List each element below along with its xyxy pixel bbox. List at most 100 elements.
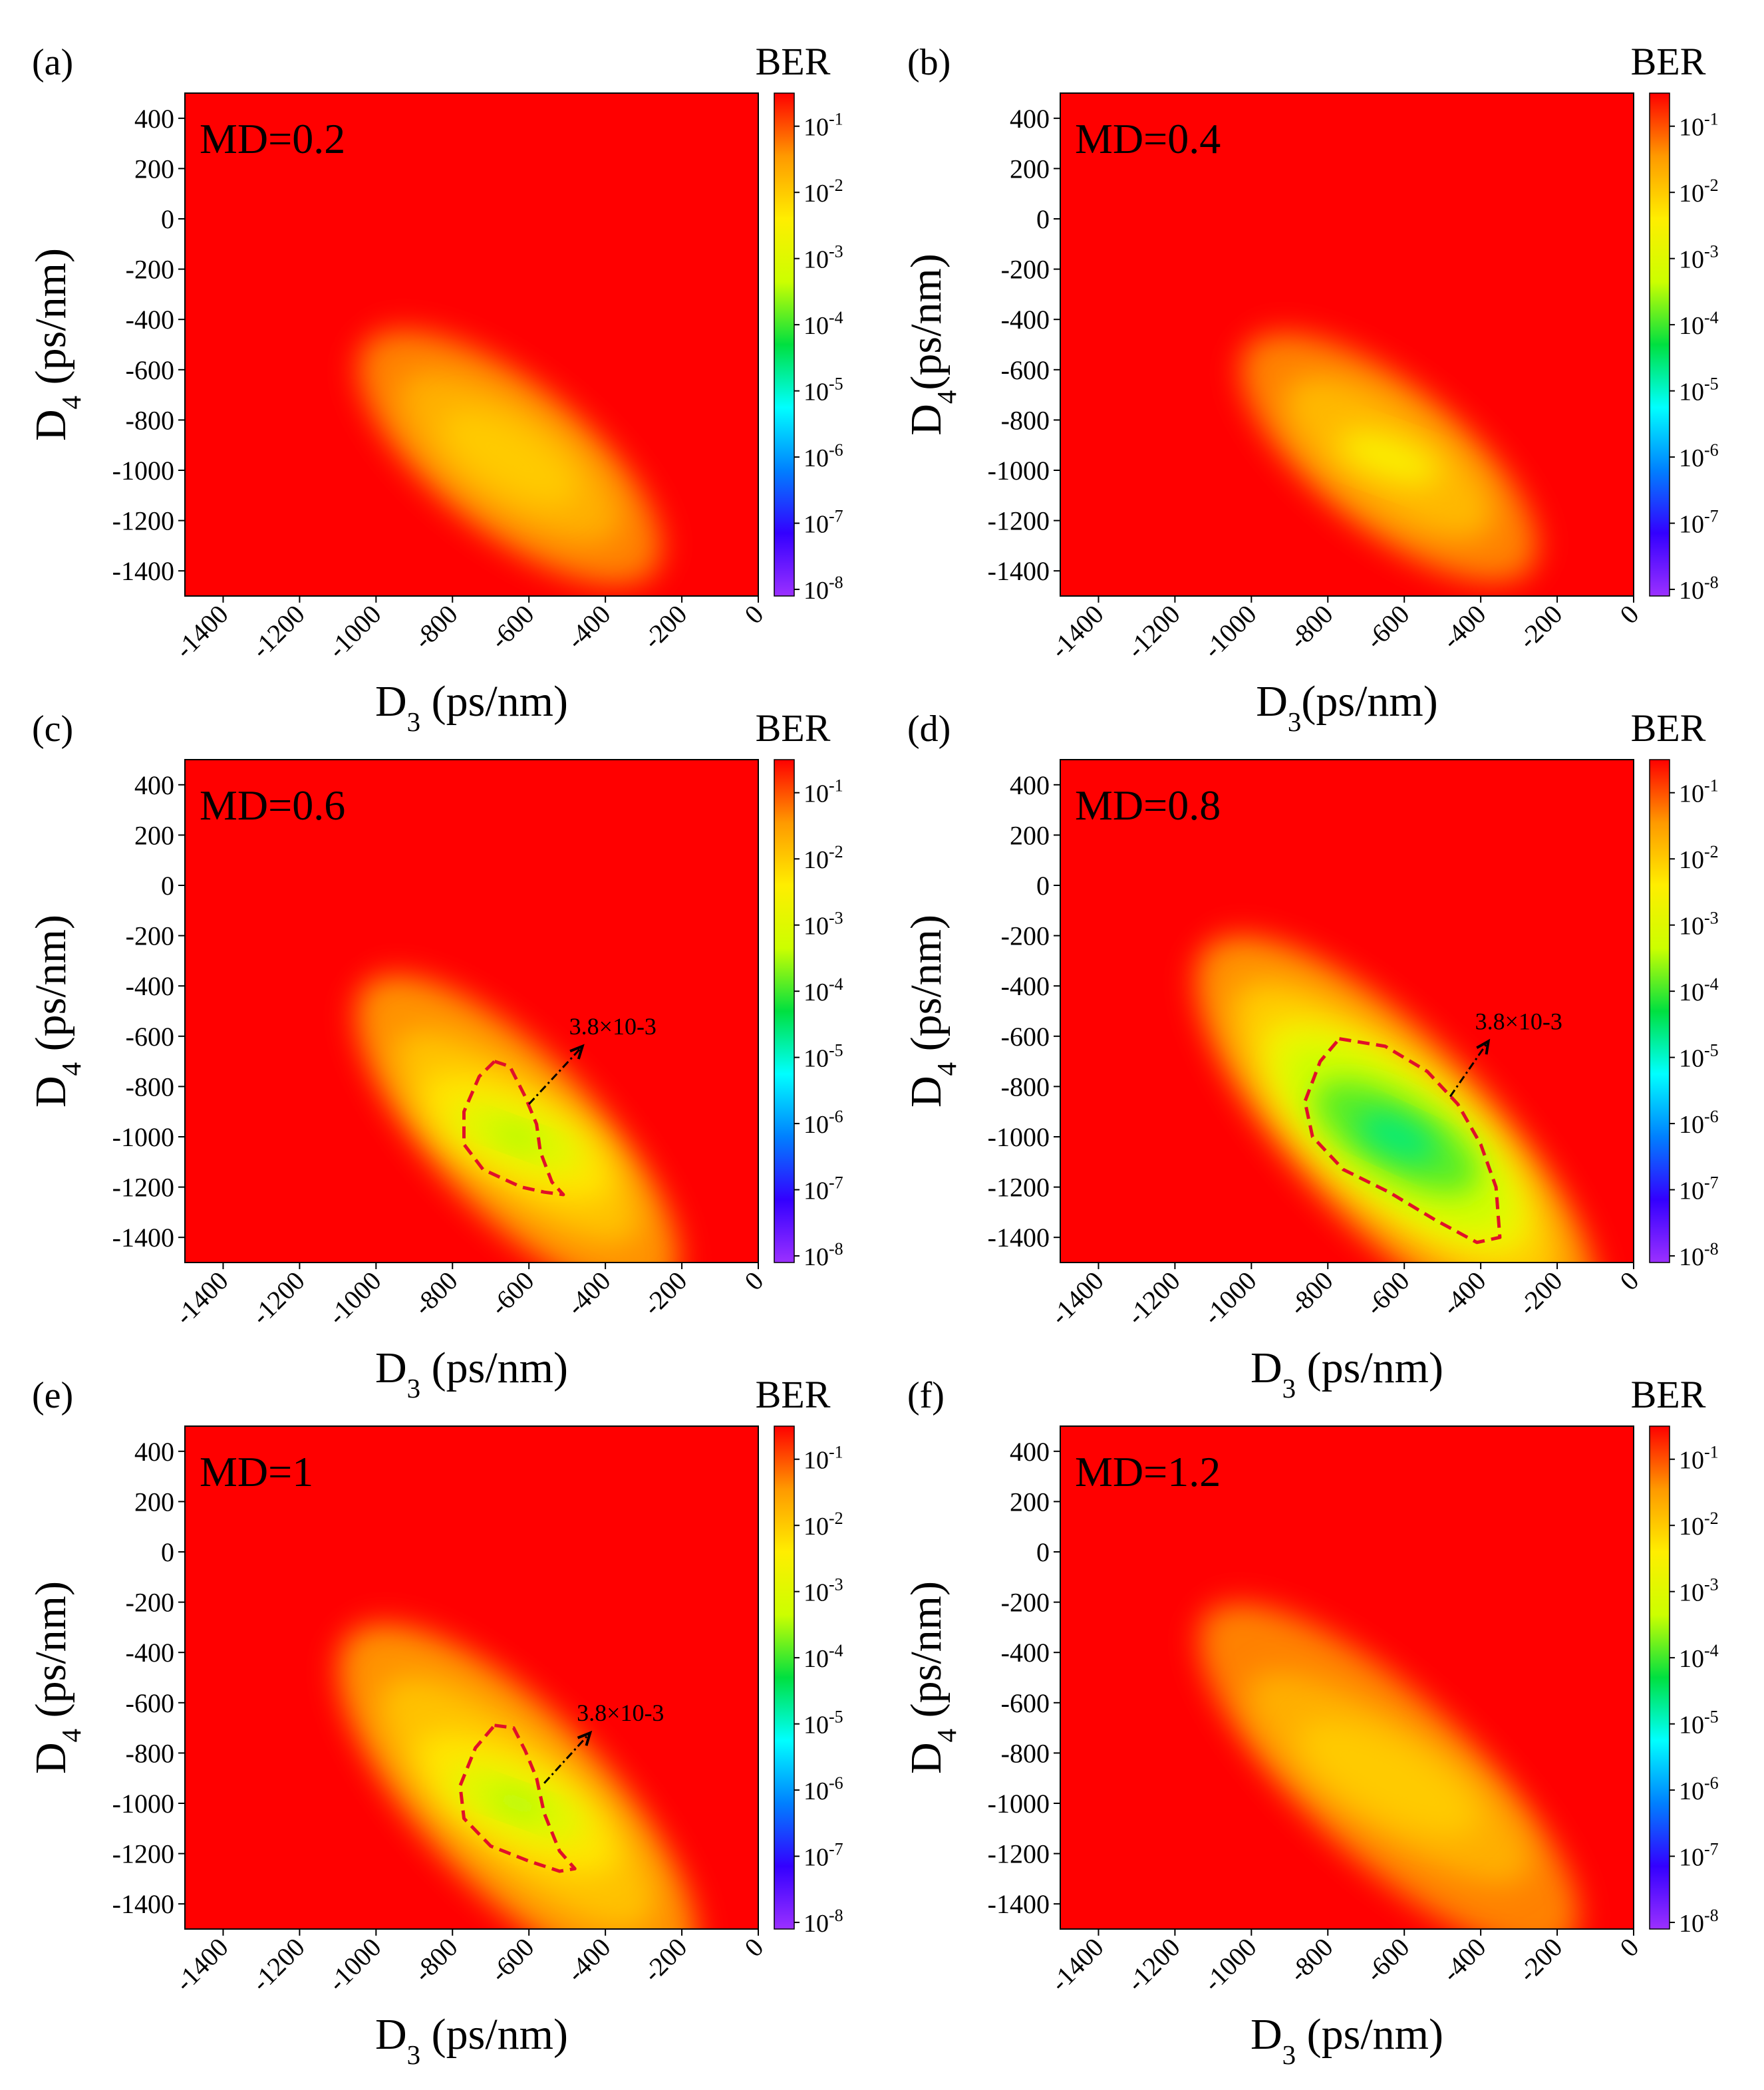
plot-frame [184,92,759,597]
colorbar [774,759,795,1263]
y-tick-label: -1000 [112,456,174,486]
colorbar-tick-label: 10-4 [1679,974,1719,1006]
y-tick-label: -1400 [988,556,1050,586]
colorbar-tick-label: 10-1 [804,110,843,142]
y-tick-label: -600 [1001,355,1050,385]
heatmap-background [1060,93,1634,596]
x-tick-label: -1400 [1044,1932,1109,1998]
colorbar [1649,92,1670,597]
plot-frame [1060,1425,1634,1930]
colorbar-tick-label: 10-4 [804,308,843,340]
y-axis-label: D4 (ps/nm) [902,1581,962,1774]
y-tick-label: -800 [126,405,174,435]
y-tick-label: -200 [1001,1588,1050,1618]
y-tick-label: -600 [1001,1688,1050,1718]
colorbar-tick-label: 10-7 [804,1840,843,1872]
y-tick-label: 200 [1010,1487,1050,1517]
colorbar-tick-label: 10-5 [804,1708,843,1739]
x-tick-label: -600 [1360,1266,1415,1322]
y-tick-label: -1200 [112,1839,174,1869]
x-tick-label: -400 [561,599,617,655]
colorbar-tick-label: 10-3 [1679,1575,1719,1607]
colorbar-tick-label: 10-3 [804,1575,843,1607]
x-axis-label: D3 (ps/nm) [375,1344,568,1404]
colorbar [774,1425,795,1930]
heatmap-region [1299,1721,1479,1836]
contour-arrow-head [577,1730,593,1746]
y-tick-label: -1400 [112,1889,174,1919]
x-tick-label: -200 [1513,1266,1568,1322]
x-tick-label: -1400 [1044,1266,1109,1331]
y-tick-label: 0 [1036,204,1050,234]
colorbar [1649,759,1670,1263]
colorbar-tick-label: 10-8 [1679,573,1719,605]
colorbar-tick-label: 10-2 [1679,176,1719,208]
heatmap-region [488,1788,547,1819]
x-tick-label: -400 [1436,1932,1492,1988]
colorbar-tick-label: 10-5 [1679,1041,1719,1073]
colorbar-tick-label: 10-6 [804,1107,843,1139]
heatmap-region [441,410,578,506]
heatmap-region [1358,1113,1436,1161]
y-tick-label: -1200 [112,506,174,536]
panel-label: (f) [907,1375,945,1416]
x-tick-label: -400 [561,1932,617,1988]
y-tick-label: -1200 [112,1173,174,1203]
x-tick-label: -800 [1283,599,1339,655]
colorbar-title: BER [1631,1373,1706,1416]
colorbar-title: BER [1631,40,1706,83]
contour-level-label: 3.8×10-3 [569,1013,657,1040]
md-label: MD=1.2 [1075,1448,1221,1495]
y-axis-label: D4 (ps/nm) [27,915,86,1108]
panel-a: MD=0.2(a)4002000-200-400-600-800-1000-12… [27,40,843,737]
panel-label: (b) [907,42,951,83]
y-tick-label: 400 [134,104,174,134]
x-tick-label: -800 [1283,1266,1339,1322]
x-tick-label: -600 [1360,599,1415,655]
x-tick-label: 0 [1614,1932,1644,1963]
colorbar-title: BER [756,706,831,750]
heatmap-regions [358,330,662,585]
contour-level-label: 3.8×10-3 [577,1700,664,1726]
y-tick-label: 200 [1010,820,1050,850]
colorbar-title: BER [756,40,831,83]
md-label: MD=1 [200,1448,313,1495]
colorbar-tick-label: 10-4 [1679,308,1719,340]
y-tick-label: -200 [126,255,174,285]
colorbar-tick-label: 10-2 [804,1509,843,1541]
colorbar-tick-label: 10-5 [1679,1708,1719,1739]
y-axis-label: D4 (ps/nm) [27,1581,86,1774]
colorbar-tick-label: 10-8 [804,1239,843,1271]
y-tick-label: -400 [1001,971,1050,1001]
panel-c: 3.8×10-3 MD=0.6 (c) 400 200 0 -200 -400 -600 -800… [27,706,843,1404]
y-tick-label: -1400 [988,1223,1050,1253]
y-tick-label: -1400 [112,556,174,586]
colorbar [774,92,795,597]
panel-f: MD=1.2(f)4002000-200-400-600-800-1000-12… [902,1373,1719,2070]
colorbar-tick-label: 10-1 [1679,776,1719,808]
colorbar-tick-label: 10-5 [804,1041,843,1073]
x-tick-label: -600 [484,599,540,655]
colorbar-tick-label: 10-2 [804,176,843,208]
y-tick-label: -800 [126,1072,174,1102]
x-tick-label: -200 [1513,1932,1568,1988]
y-tick-label: -200 [126,921,174,951]
x-tick-label: -1400 [169,599,234,665]
contour-arrow-head [569,1044,585,1060]
y-tick-label: 0 [161,204,174,234]
colorbar-tick-label: 10-7 [804,1173,843,1205]
contour-level-label: 3.8×10-3 [1475,1008,1562,1034]
x-axis-label: D3 (ps/nm) [375,2010,568,2070]
y-tick-label: 200 [1010,154,1050,184]
panel-label: (c) [32,708,73,750]
y-tick-label: 0 [1036,871,1050,901]
x-axis-label: D3(ps/nm) [1256,677,1438,737]
colorbar-tick-label: 10-5 [1679,374,1719,406]
colorbar-tick-label: 10-3 [1679,909,1719,941]
y-axis-label: D4(ps/nm) [902,253,962,436]
threshold-contour [462,1060,565,1197]
y-tick-label: 400 [1010,770,1050,800]
x-tick-label: -1200 [1121,1932,1186,1998]
md-label: MD=0.6 [200,782,345,829]
